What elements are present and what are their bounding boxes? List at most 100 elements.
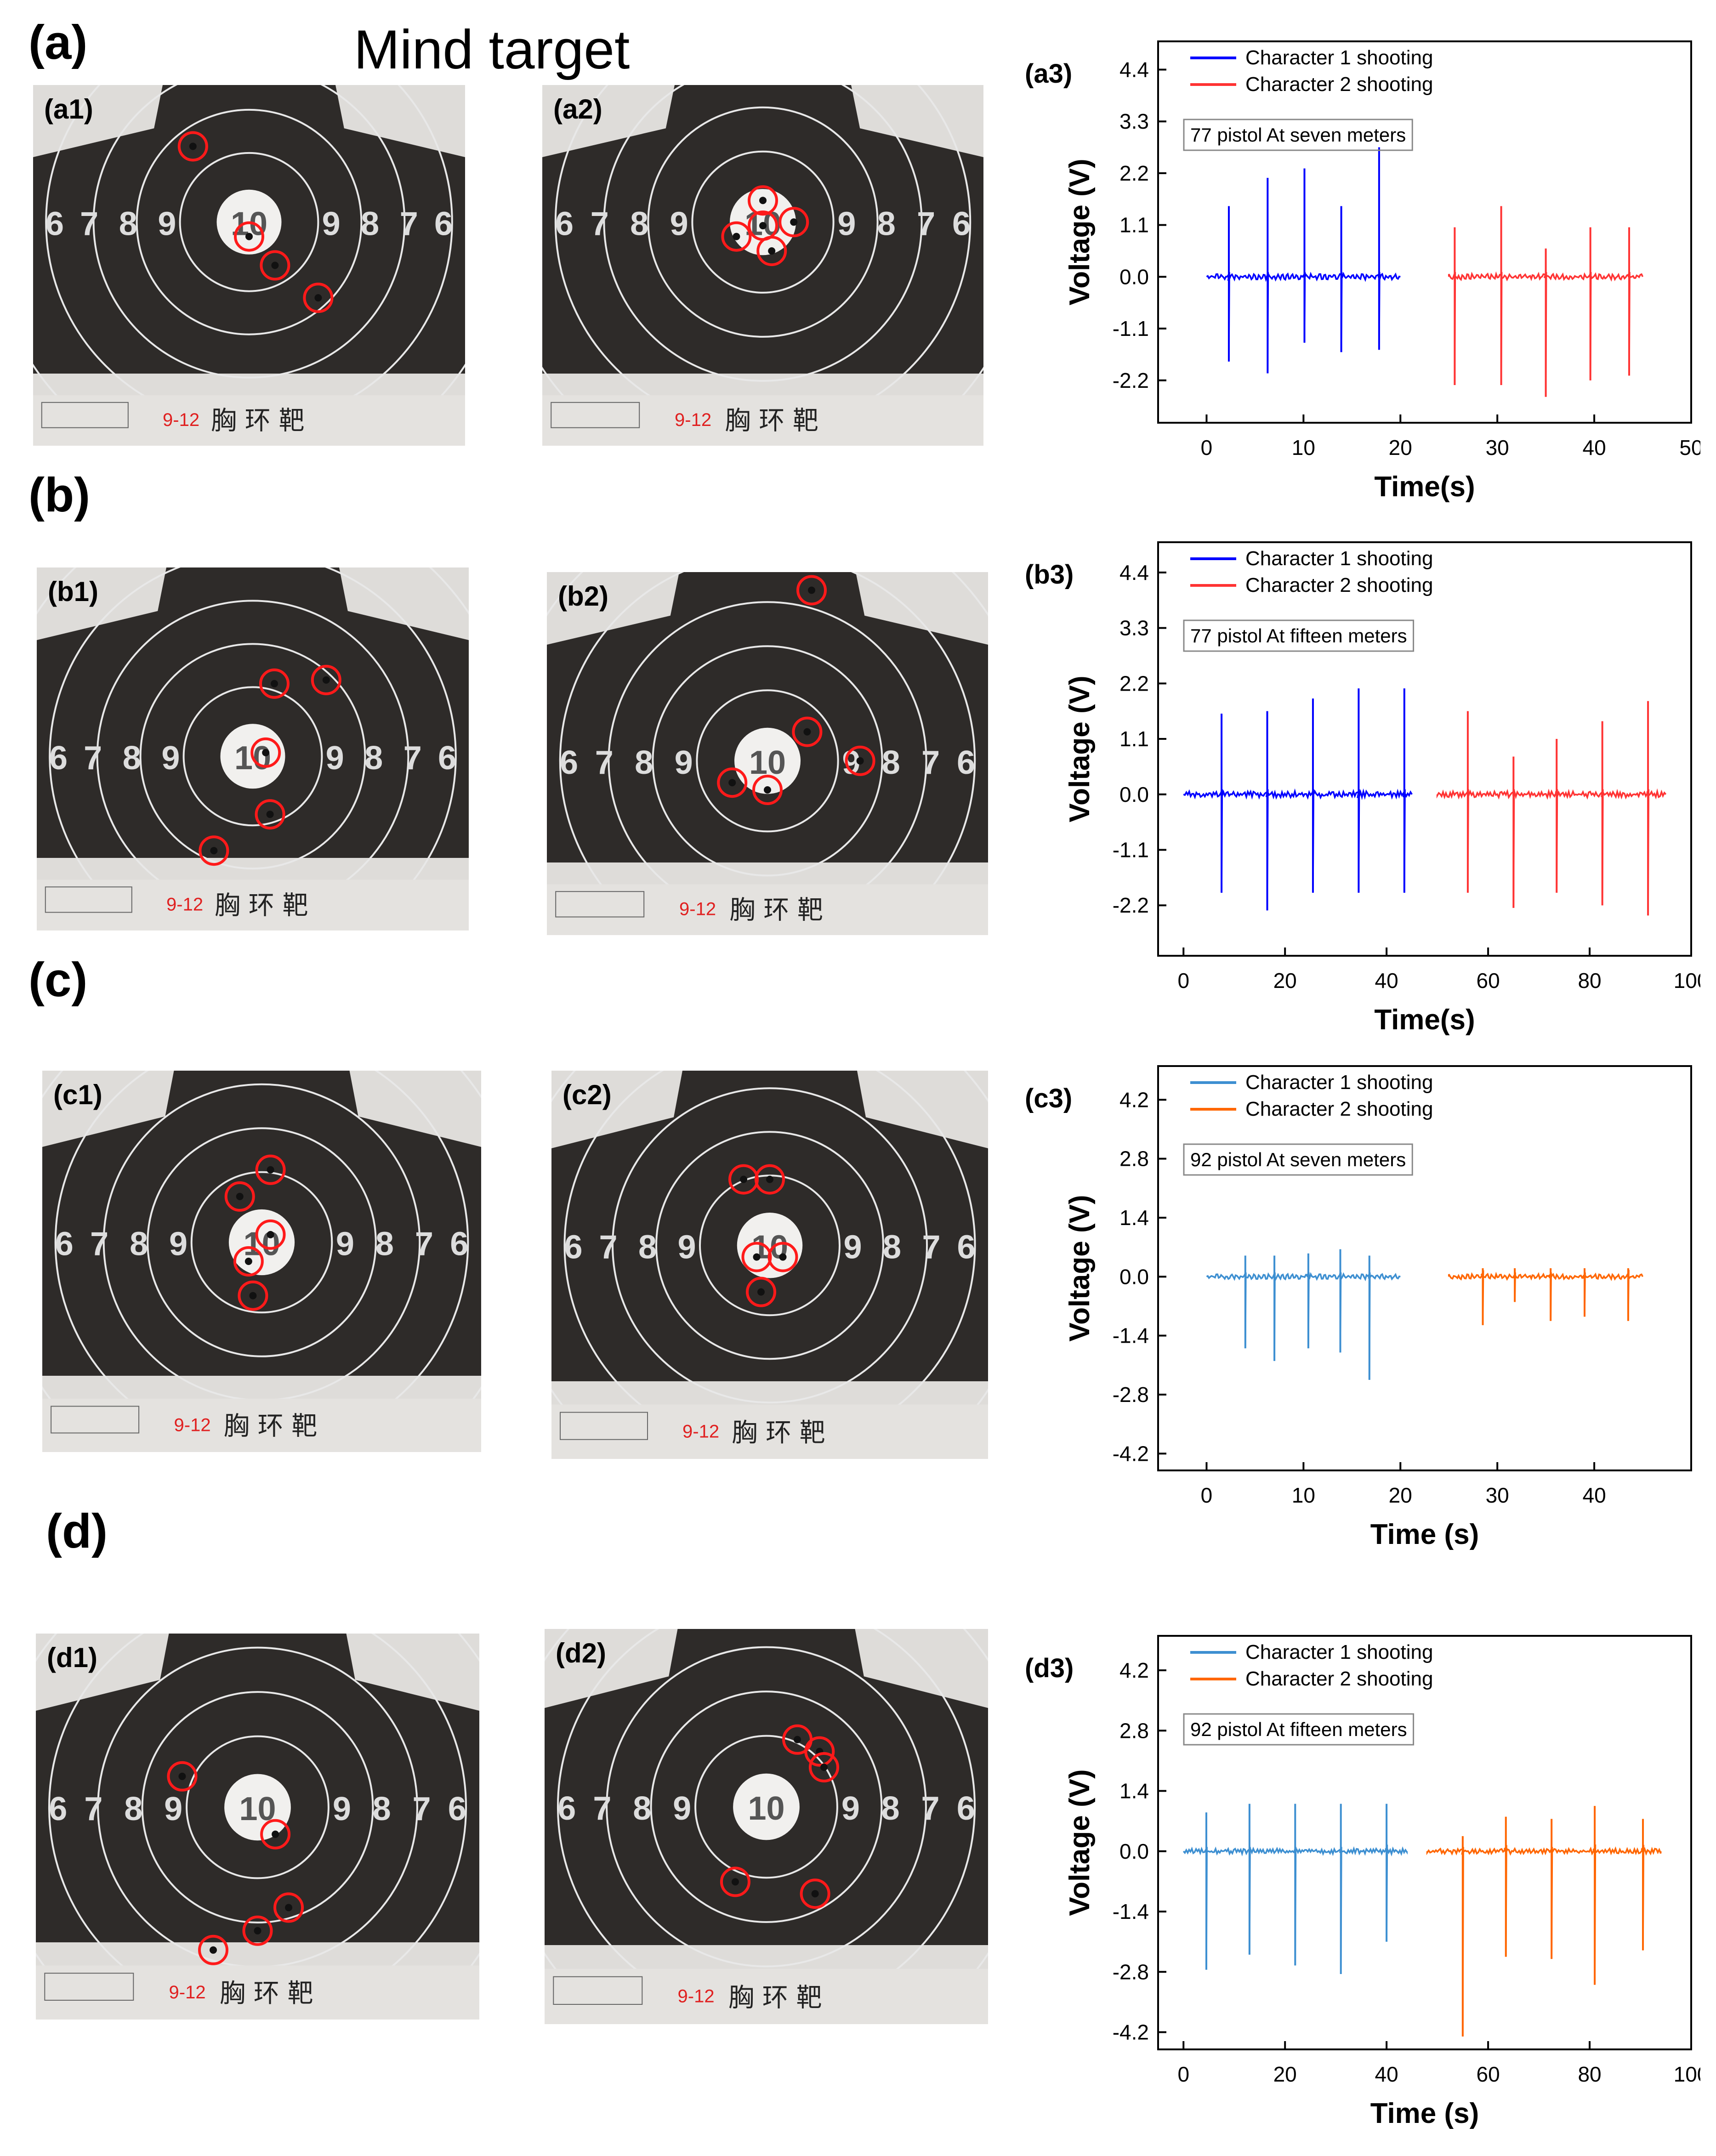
chart-svg: (b3) -2.2 -1.1 0.0 1.1 2.2 3.3 4.4 0 20 40 60 80 100 T… — [1025, 541, 1700, 1036]
ring-number: 6 — [957, 1790, 975, 1827]
ring-number: 8 — [635, 744, 653, 781]
target-ring — [139, 643, 366, 870]
ring-number: 8 — [375, 1226, 394, 1263]
y-tick-label: 0.0 — [1119, 1839, 1149, 1863]
handwritten-note: 9-12 — [169, 1982, 206, 2003]
ring-number: 7 — [403, 740, 422, 777]
x-tick-label: 30 — [1486, 436, 1509, 460]
ring-number: 7 — [921, 1790, 940, 1827]
y-axis-label: Voltage (V) — [1064, 159, 1096, 305]
handwritten-note: 9-12 — [163, 410, 199, 430]
y-tick-label: 3.3 — [1119, 109, 1149, 133]
x-tick-label: 60 — [1477, 2062, 1500, 2086]
target-ring — [655, 1131, 884, 1360]
target-ring — [190, 1171, 333, 1314]
ring-number: 9 — [336, 1226, 354, 1263]
hit-marker-circle — [796, 575, 827, 606]
bullet-hole — [808, 586, 815, 594]
ring-number: 9 — [333, 1791, 351, 1827]
hit-marker-circle — [167, 1761, 198, 1792]
section-label-d: (d) — [46, 1504, 108, 1558]
ring-number: 8 — [883, 1229, 901, 1265]
target-ring — [49, 567, 457, 930]
chart-annotation: 77 pistol At fifteen meters — [1190, 625, 1407, 647]
hit-marker-circle — [250, 737, 281, 768]
bullet-hole — [740, 1175, 747, 1183]
panel-sublabel: (c2) — [563, 1079, 612, 1110]
bullet-hole — [236, 1192, 244, 1200]
hit-marker-circle — [198, 1935, 228, 1965]
x-tick-label: 20 — [1273, 969, 1297, 993]
x-tick-label: 0 — [1177, 969, 1189, 993]
handwritten-note: 9-12 — [675, 410, 711, 430]
hit-marker-circle — [845, 745, 875, 776]
y-tick-label: 1.4 — [1119, 1779, 1149, 1803]
handwritten-note: 9-12 — [678, 1986, 715, 2007]
caption-strip — [33, 395, 465, 446]
bullet-hole — [790, 218, 798, 226]
y-tick-label: 0.0 — [1119, 783, 1149, 806]
target-ring — [141, 1691, 374, 1923]
target-caption: 胸 环 靶 — [215, 891, 308, 920]
hit-marker-circle — [804, 1736, 835, 1767]
y-tick-label: -1.1 — [1113, 838, 1149, 862]
panel-sublabel: (c1) — [53, 1079, 102, 1110]
form-box — [553, 1976, 643, 2005]
ring-number: 9 — [677, 1229, 696, 1265]
ring-number: 9 — [169, 1226, 188, 1263]
ring-number: 9 — [158, 205, 176, 242]
x-tick-label: 100 — [1674, 2062, 1700, 2086]
chart-svg: (c3) -4.2 -2.8 -1.4 0.0 1.4 2.8 4.2 0 10 20 30 40 Tim… — [1025, 1065, 1692, 1550]
ring-number: 7 — [400, 205, 418, 242]
hit-marker-circle — [808, 1752, 839, 1782]
ring-number: 8 — [373, 1791, 391, 1827]
chart-panel-label: (a3) — [1025, 59, 1072, 89]
x-tick-label: 40 — [1375, 969, 1398, 993]
form-box — [551, 402, 640, 428]
y-tick-label: -2.8 — [1113, 1383, 1149, 1407]
ring-number: 7 — [922, 1229, 940, 1265]
bullet-hole — [271, 680, 278, 687]
target-ring — [652, 645, 883, 877]
panel-sublabel: (d1) — [47, 1642, 97, 1673]
plot-frame — [1157, 1065, 1692, 1471]
ring-number: 9 — [675, 744, 693, 781]
annotation-box — [1183, 1143, 1413, 1176]
hit-marker-circle — [255, 1219, 286, 1250]
bullet-hole — [764, 786, 771, 794]
target-ring — [147, 1127, 377, 1357]
hit-marker-circle — [746, 1277, 776, 1307]
form-box — [41, 402, 129, 428]
target-ring — [694, 1735, 838, 1879]
target-ring — [650, 1691, 883, 1923]
ring-number: 6 — [555, 205, 574, 242]
bullet-hole — [266, 811, 274, 818]
ring-number: 8 — [638, 1229, 657, 1265]
bullet-hole — [322, 676, 330, 684]
target-caption: 胸 环 靶 — [211, 406, 305, 436]
hit-marker-circle — [311, 664, 341, 695]
x-axis-label: Time (s) — [1370, 1519, 1479, 1550]
hit-marker-circle — [800, 1878, 830, 1909]
legend-entry: Character 2 shooting — [1245, 73, 1433, 96]
ring-number: 8 — [124, 1791, 142, 1827]
target-caption: 胸 环 靶 — [728, 1983, 822, 2013]
bullet-hole — [244, 1258, 252, 1265]
y-axis-label: Voltage (V) — [1064, 1195, 1096, 1341]
y-tick-label: 0.0 — [1119, 1265, 1149, 1288]
bullet-hole — [285, 1904, 293, 1912]
ring-number: 9 — [837, 205, 856, 242]
hit-marker-circle — [717, 767, 748, 798]
bullet-hole — [728, 779, 736, 787]
bullseye — [733, 1773, 800, 1840]
target-ring — [559, 572, 976, 935]
hit-marker-circle — [792, 716, 823, 747]
target-caption: 胸 环 靶 — [732, 1418, 825, 1448]
ring-number: 6 — [957, 744, 975, 781]
hit-marker-circle — [260, 1819, 291, 1850]
ring-number: 9 — [843, 1229, 862, 1265]
chart-panel-label: (c3) — [1025, 1084, 1072, 1113]
